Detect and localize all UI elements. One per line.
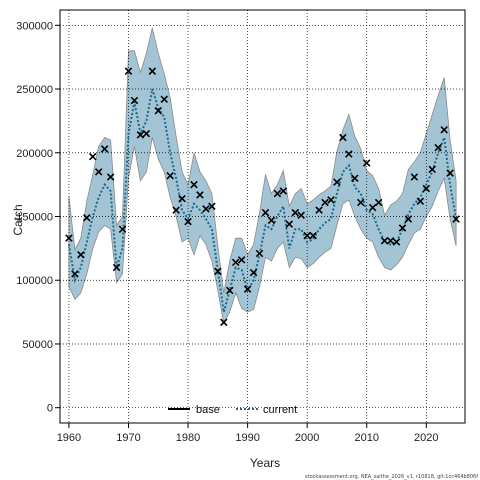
x-tick-label: 1990 (235, 432, 259, 444)
observed-point (374, 198, 383, 207)
y-tick-label: 150000 (16, 212, 53, 224)
observed-point (249, 268, 258, 277)
observed-point (303, 231, 311, 240)
axes: 1960 1970 1980 1990 2000 2010 2020 0 50000 100000… (16, 9, 466, 444)
observed-point (321, 198, 329, 207)
observed-point (220, 318, 228, 327)
x-tick-label: 1960 (57, 432, 81, 444)
observed-point (386, 236, 395, 245)
observed-point (106, 173, 115, 181)
series-line-current (67, 88, 458, 313)
observed-point (362, 159, 371, 167)
observed-point (345, 150, 353, 158)
observed-point (267, 216, 276, 225)
x-axis-title: Years (250, 456, 280, 470)
observed-point (255, 249, 264, 258)
observed-point (100, 145, 109, 153)
observed-point (434, 143, 442, 152)
observed-point (422, 184, 431, 193)
observed-point (94, 168, 103, 176)
observed-point (214, 267, 222, 276)
observed-point (178, 194, 186, 203)
observed-point (410, 173, 419, 181)
observed-point (309, 231, 317, 240)
observed-point (273, 189, 282, 198)
observed-point (392, 238, 401, 246)
observed-point (130, 96, 139, 105)
observed-point (184, 217, 192, 226)
x-tick-label: 2000 (295, 432, 319, 444)
observed-point (261, 208, 270, 217)
observed-point (88, 152, 97, 161)
plot-area (60, 10, 465, 423)
observed-point (404, 215, 413, 223)
observed-point (380, 236, 389, 245)
y-tick-label: 300000 (16, 20, 53, 32)
credit-text: stockassessment.org, NEA_saithe_2026_v1,… (305, 474, 478, 480)
observed-point (416, 197, 425, 205)
observed-point (148, 67, 157, 75)
observed-point (83, 214, 91, 222)
observed-point (202, 205, 210, 213)
y-axis-title: Catch (11, 204, 25, 235)
observed-point (196, 191, 204, 199)
observed-point (339, 133, 347, 142)
x-tick-label: 2020 (414, 432, 438, 444)
observed-point (357, 198, 365, 207)
observed-point (398, 224, 407, 232)
observed-point (452, 215, 460, 223)
y-tick-label: 0 (47, 403, 53, 415)
observed-point (446, 169, 454, 177)
observed-point (279, 187, 288, 195)
y-tick-label: 50000 (22, 339, 53, 351)
observed-point (231, 258, 240, 267)
observed-point (315, 206, 323, 214)
observed-point (142, 129, 151, 138)
observed-point (440, 126, 448, 134)
observed-point (368, 203, 377, 212)
observed-point (243, 285, 252, 293)
observed-point (65, 234, 73, 242)
observed-point (225, 286, 234, 295)
observed-point (160, 95, 168, 103)
x-tick-label: 1970 (116, 432, 140, 444)
observed-point (71, 270, 79, 278)
x-tick-label: 1980 (176, 432, 200, 444)
observed-point (172, 206, 180, 214)
observed-point (154, 106, 163, 115)
observed-point (327, 196, 335, 204)
observed-point (77, 250, 85, 259)
y-tick-label: 250000 (16, 84, 53, 96)
legend: base current (168, 404, 297, 416)
observed-point (291, 208, 300, 217)
observed-point (190, 180, 198, 189)
observed-point (124, 67, 133, 75)
observed-point (118, 225, 127, 234)
observed-point (297, 211, 305, 219)
observed-point (208, 202, 216, 211)
observed-point (428, 165, 437, 174)
observed-point (166, 171, 174, 180)
observed-point (112, 263, 121, 272)
observed-point (285, 220, 294, 228)
observed-point (136, 131, 145, 139)
x-tick-label: 2010 (354, 432, 378, 444)
observed-point (333, 178, 341, 186)
observed-point (237, 256, 246, 264)
legend-current-label: current (263, 404, 297, 416)
y-tick-label: 200000 (16, 148, 53, 160)
legend-base-label: base (196, 404, 220, 416)
y-tick-label: 100000 (16, 275, 53, 287)
observed-point (351, 174, 359, 183)
